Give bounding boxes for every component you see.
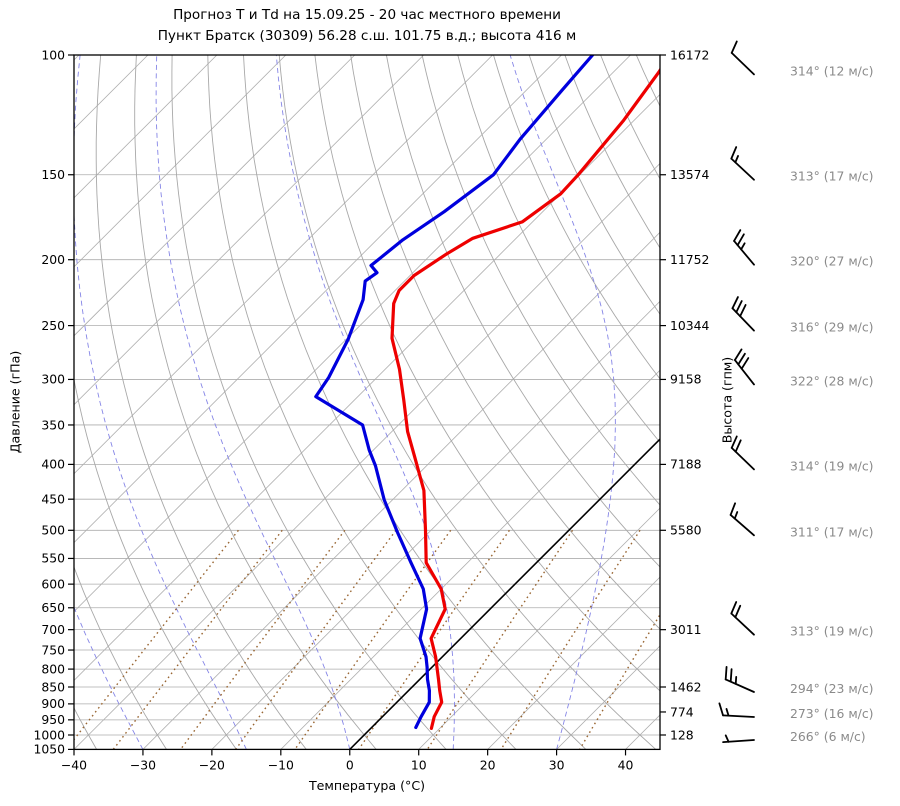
isotherm-gridlines: [74, 55, 660, 750]
height-tick-label: 128: [670, 727, 694, 742]
pressure-tick-label: 350: [41, 417, 65, 432]
pressure-tick-label: 400: [41, 457, 65, 472]
temp-tick-label: −20: [199, 757, 225, 772]
wind-barb: [724, 666, 755, 693]
temp-tick-label: 10: [411, 757, 427, 772]
temp-tick-label: 20: [480, 757, 496, 772]
pressure-tick-label: 200: [41, 252, 65, 267]
wind-barb: [731, 296, 755, 332]
wind-speed-label: 294° (23 м/с): [790, 681, 874, 696]
pressure-tick-label: 950: [41, 712, 65, 727]
chart-title-line1: Прогноз Т и Td на 15.09.25 - 20 час мест…: [173, 7, 561, 23]
wind-speed-label: 316° (29 м/с): [790, 320, 874, 335]
right-axis-ticks: [660, 54, 666, 736]
height-tick-label: 11752: [670, 252, 709, 267]
dewpoint-curve: [314, 55, 595, 730]
wind-barb: [730, 146, 755, 181]
wind-barb: [730, 40, 755, 76]
pressure-tick-label: 800: [41, 661, 65, 676]
plot-area: [74, 55, 660, 750]
bottom-axis-ticks: [73, 749, 627, 756]
mixing-ratio-lines: [74, 529, 660, 750]
temp-tick-label: 0: [346, 757, 354, 772]
height-tick-label: 9158: [670, 372, 702, 387]
wind-barb: [730, 601, 755, 636]
moist-adiabats: [74, 55, 660, 750]
pressure-gridlines: [74, 55, 660, 750]
wind-speed-label: 314° (19 м/с): [790, 458, 874, 473]
pressure-tick-label: 500: [41, 523, 65, 538]
dry-adiabats: [74, 55, 660, 750]
pressure-tick-label: 900: [41, 696, 65, 711]
wind-speed-label: 314° (12 м/с): [790, 63, 874, 78]
wind-barb: [733, 229, 755, 266]
plot-border: [73, 54, 661, 751]
pressure-tick-label: 1050: [33, 742, 65, 757]
wind-speed-label: 313° (19 м/с): [790, 624, 874, 639]
temp-tick-label: −40: [61, 757, 87, 772]
wind-speed-label: 313° (17 м/с): [790, 169, 874, 184]
pressure-tick-label: 150: [41, 167, 65, 182]
pressure-tick-label: 450: [41, 491, 65, 506]
temperature-axis-title: Температура (°C): [308, 778, 426, 793]
wind-barbs: [718, 40, 755, 744]
wind-speed-label: 273° (16 м/с): [790, 706, 874, 721]
chart-title-line2: Пункт Братск (30309) 56.28 с.ш. 101.75 в…: [157, 28, 577, 44]
temp-tick-label: −10: [268, 757, 294, 772]
wind-barb: [730, 435, 755, 471]
zero-isotherm: [349, 438, 660, 750]
wind-speed-label: 320° (27 м/с): [790, 254, 874, 269]
height-tick-label: 7188: [670, 457, 702, 472]
left-axis-ticks: [68, 54, 74, 751]
pressure-tick-label: 300: [41, 372, 65, 387]
height-tick-label: 1462: [670, 679, 702, 694]
wind-barb: [734, 348, 755, 386]
pressure-tick-label: 850: [41, 679, 65, 694]
pressure-tick-label: 550: [41, 551, 65, 566]
height-tick-label: 5580: [670, 523, 702, 538]
wind-barb: [718, 702, 755, 718]
wind-barb: [729, 502, 755, 537]
height-tick-label: 16172: [670, 47, 709, 62]
wind-barb: [722, 734, 755, 744]
temperature-curve: [390, 67, 660, 730]
pressure-tick-label: 700: [41, 622, 65, 637]
wind-speed-label: 266° (6 м/с): [790, 729, 866, 744]
height-tick-label: 3011: [670, 622, 702, 637]
pressure-tick-label: 1000: [33, 727, 65, 742]
wind-speed-label: 322° (28 м/с): [790, 373, 874, 388]
pressure-tick-label: 250: [41, 318, 65, 333]
temp-tick-label: 30: [549, 757, 565, 772]
pressure-tick-label: 650: [41, 600, 65, 615]
height-tick-label: 10344: [670, 318, 710, 333]
wind-speed-label: 311° (17 м/с): [790, 524, 874, 539]
height-tick-label: 13574: [670, 167, 710, 182]
pressure-tick-label: 600: [41, 576, 65, 591]
height-tick-label: 774: [670, 704, 694, 719]
temp-tick-label: 40: [618, 757, 634, 772]
temp-tick-label: −30: [130, 757, 156, 772]
pressure-tick-label: 750: [41, 642, 65, 657]
pressure-tick-label: 100: [41, 47, 65, 62]
